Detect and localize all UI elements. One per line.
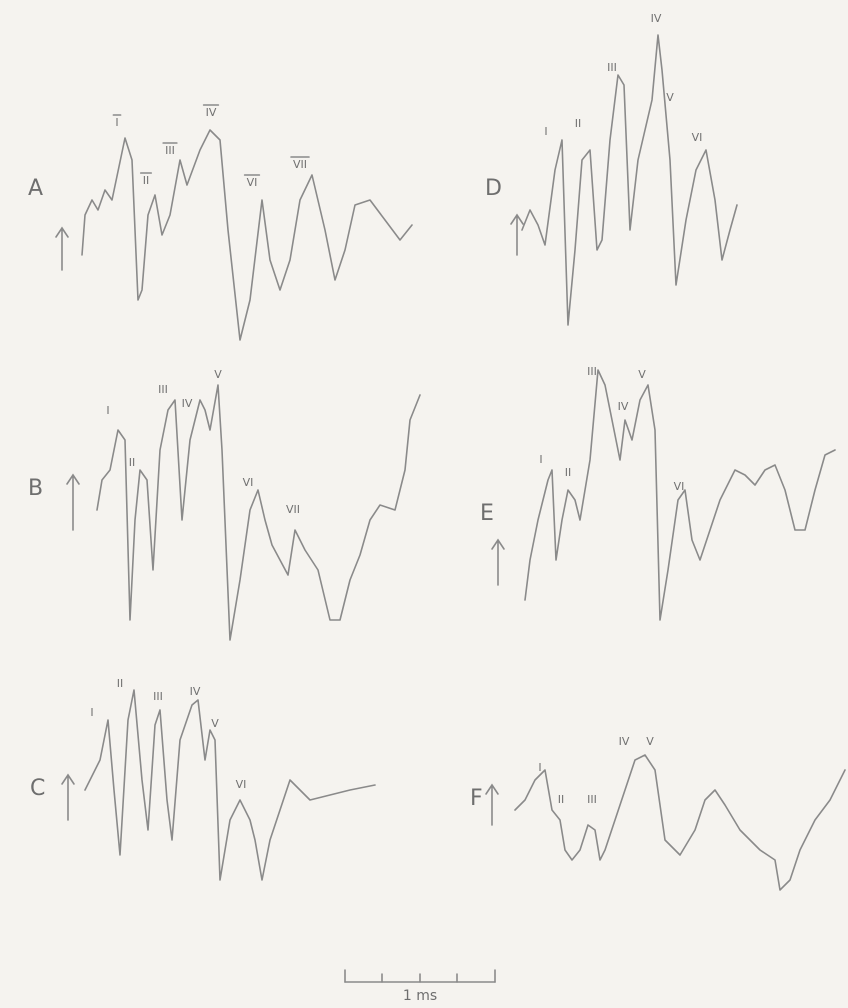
peak-label: I [106, 404, 109, 417]
waveform [97, 385, 420, 640]
figure: 1 ms AIIIIIIIVVIVIIBIIIIIIIVVVIVIICIIIII… [0, 0, 848, 1008]
peak-label: VII [293, 158, 307, 171]
peak-label: IV [206, 106, 217, 119]
peak-label: VII [286, 503, 300, 516]
page: {"panels": [ {"label": "A", "peaks": ["I… [0, 0, 848, 1008]
peak-label: III [165, 144, 175, 157]
peak-label: I [115, 116, 118, 129]
peak-label: I [539, 453, 542, 466]
waveform [522, 35, 737, 325]
peak-label: VI [674, 480, 685, 493]
peak-label: II [143, 174, 150, 187]
stimulus-arrow [67, 475, 79, 530]
peak-label: V [211, 717, 219, 730]
peak-label: V [666, 91, 674, 104]
peak-label: IV [619, 735, 630, 748]
peak-label: VI [692, 131, 703, 144]
peak-label: III [587, 365, 597, 378]
peak-label: I [544, 125, 547, 138]
peak-label: II [565, 466, 572, 479]
peak-label: II [575, 117, 582, 130]
stimulus-arrow [56, 228, 68, 270]
peak-label: VI [247, 176, 258, 189]
peak-label: IV [182, 397, 193, 410]
scale-bar: 1 ms [345, 970, 495, 1004]
peak-label: I [90, 706, 93, 719]
stimulus-arrow [62, 775, 74, 820]
waveform [82, 130, 412, 340]
panel-label: D [485, 176, 502, 201]
peak-label: III [607, 61, 617, 74]
peak-label: II [117, 677, 124, 690]
peak-label: III [158, 383, 168, 396]
panel-label: A [28, 176, 43, 201]
peak-label: II [129, 456, 136, 469]
panel-label: E [480, 501, 494, 526]
peak-label: IV [190, 685, 201, 698]
stimulus-arrow [511, 215, 523, 255]
waveform [525, 370, 835, 620]
peak-label: V [646, 735, 654, 748]
peak-label: V [638, 368, 646, 381]
panel-label: B [28, 476, 43, 501]
peak-label: VI [243, 476, 254, 489]
peak-label: IV [651, 12, 662, 25]
scale-label: 1 ms [403, 988, 437, 1004]
stimulus-arrow [492, 540, 504, 585]
panel-label: C [30, 776, 45, 801]
waveform [515, 755, 845, 890]
peak-label: VI [236, 778, 247, 791]
peak-label: III [153, 690, 163, 703]
peak-label: III [587, 793, 597, 806]
peak-label: I [538, 761, 541, 774]
stimulus-arrow [486, 785, 498, 825]
panel-label: F [470, 786, 483, 811]
peak-label: IV [618, 400, 629, 413]
peak-label: II [558, 793, 565, 806]
peak-label: V [214, 368, 222, 381]
waveform [85, 690, 375, 880]
